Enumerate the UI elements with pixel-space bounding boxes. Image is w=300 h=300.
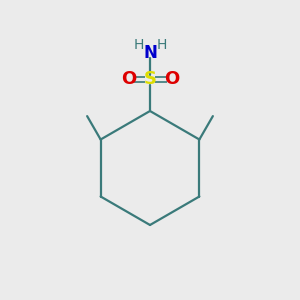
Text: H: H (156, 38, 167, 52)
Text: H: H (134, 38, 144, 52)
Text: S: S (143, 70, 157, 88)
Text: O: O (164, 70, 179, 88)
Text: N: N (143, 44, 157, 62)
Text: O: O (121, 70, 136, 88)
